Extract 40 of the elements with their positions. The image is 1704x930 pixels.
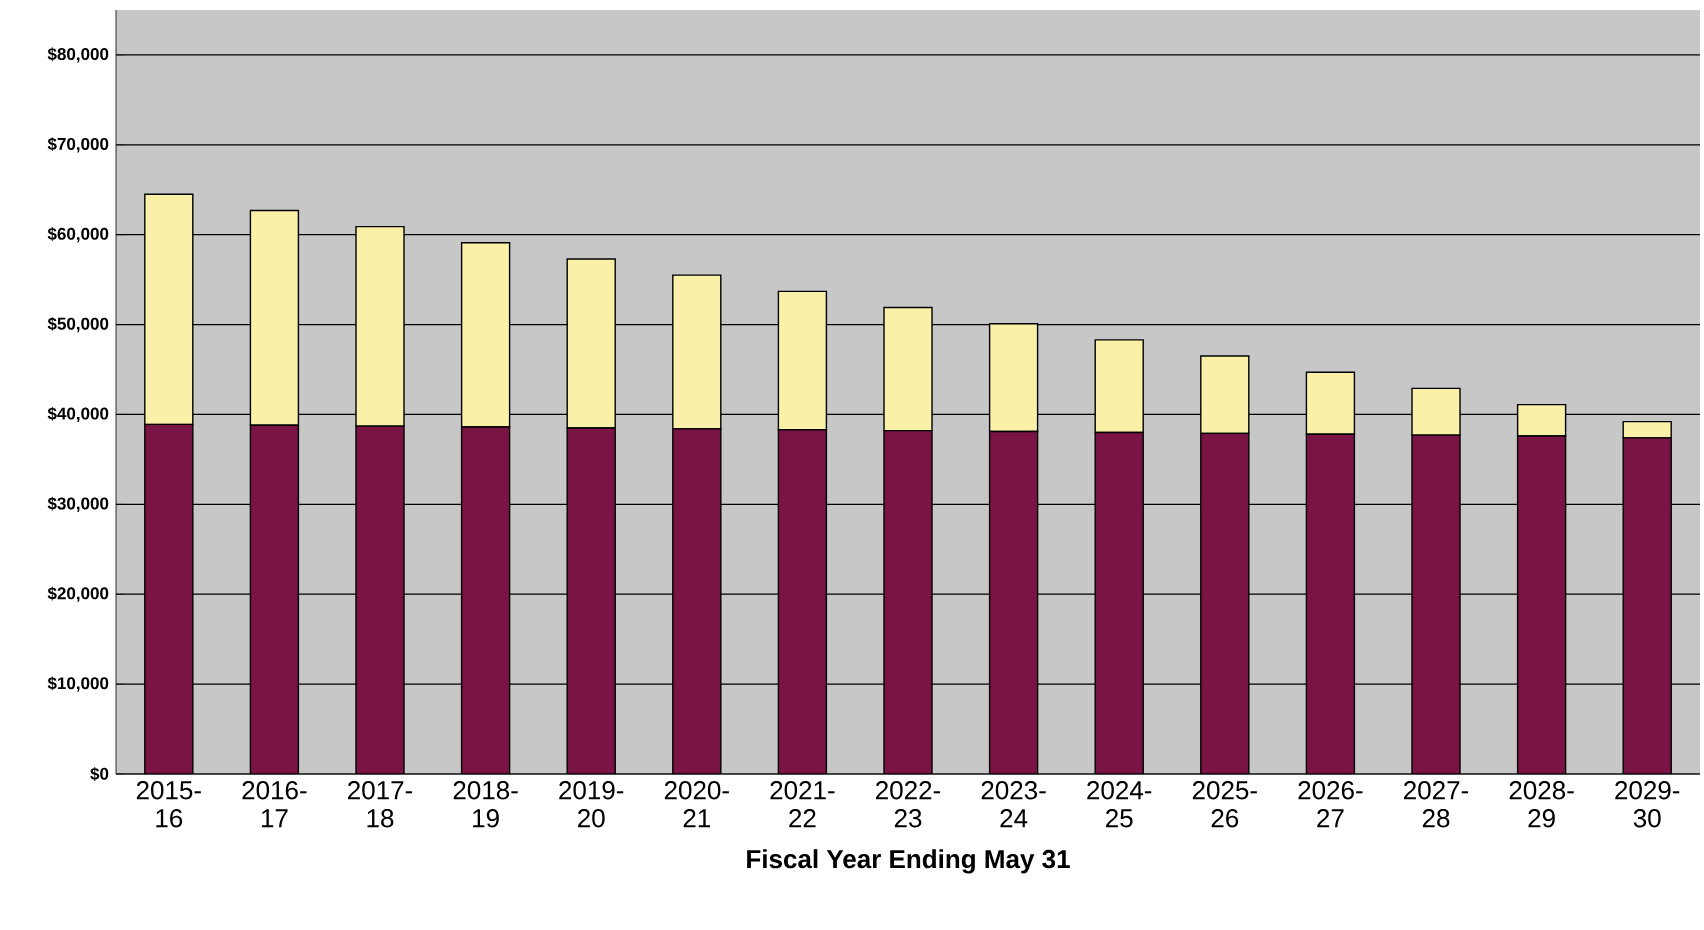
bar <box>355 425 405 774</box>
bar <box>566 427 616 774</box>
bar <box>144 423 194 774</box>
x-tick-label: 2017-18 <box>348 781 413 828</box>
x-tick-label: 2021-22 <box>770 781 835 828</box>
y-tick-label: $0 <box>90 767 109 781</box>
bar <box>777 429 828 774</box>
x-tick-label: 2018-19 <box>453 781 518 828</box>
x-tick-label: 2027-28 <box>1404 781 1469 828</box>
x-tick-label: 2022-23 <box>876 781 941 828</box>
bar <box>1516 435 1567 774</box>
bar <box>1305 433 1356 774</box>
x-tick-label: 2028-29 <box>1509 781 1574 828</box>
x-axis-title: Fiscal Year Ending May 31 <box>747 849 1070 874</box>
bar <box>1411 434 1461 774</box>
y-tick-label: $60,000 <box>47 227 109 243</box>
y-tick-label: $50,000 <box>47 316 109 333</box>
x-tick-label: 2026-27 <box>1298 781 1363 828</box>
bar <box>988 430 1039 774</box>
x-tick-label: 2025-26 <box>1192 781 1257 828</box>
bar <box>672 428 722 774</box>
y-tick-label: $80,000 <box>47 47 109 63</box>
y-tick-label: $10,000 <box>47 676 109 692</box>
x-tick-label: 2016-17 <box>242 781 307 828</box>
y-tick-label: $70,000 <box>47 137 109 153</box>
bar <box>883 429 933 774</box>
x-tick-label: 2024-25 <box>1087 781 1152 828</box>
y-tick-label: $30,000 <box>47 496 109 512</box>
bar <box>249 424 300 774</box>
x-tick-label: 2023-24 <box>981 781 1046 828</box>
x-tick-label: 2015-16 <box>136 781 201 828</box>
x-tick-label: 2019-20 <box>559 781 624 828</box>
bar <box>1622 437 1672 774</box>
bar <box>1094 431 1144 774</box>
y-tick-label: $40,000 <box>47 406 109 423</box>
x-tick-label: 2029-30 <box>1615 781 1680 828</box>
bar <box>460 426 511 774</box>
bar <box>1200 432 1250 774</box>
y-tick-label: $20,000 <box>47 586 109 602</box>
x-tick-label: 2020-21 <box>664 781 729 828</box>
